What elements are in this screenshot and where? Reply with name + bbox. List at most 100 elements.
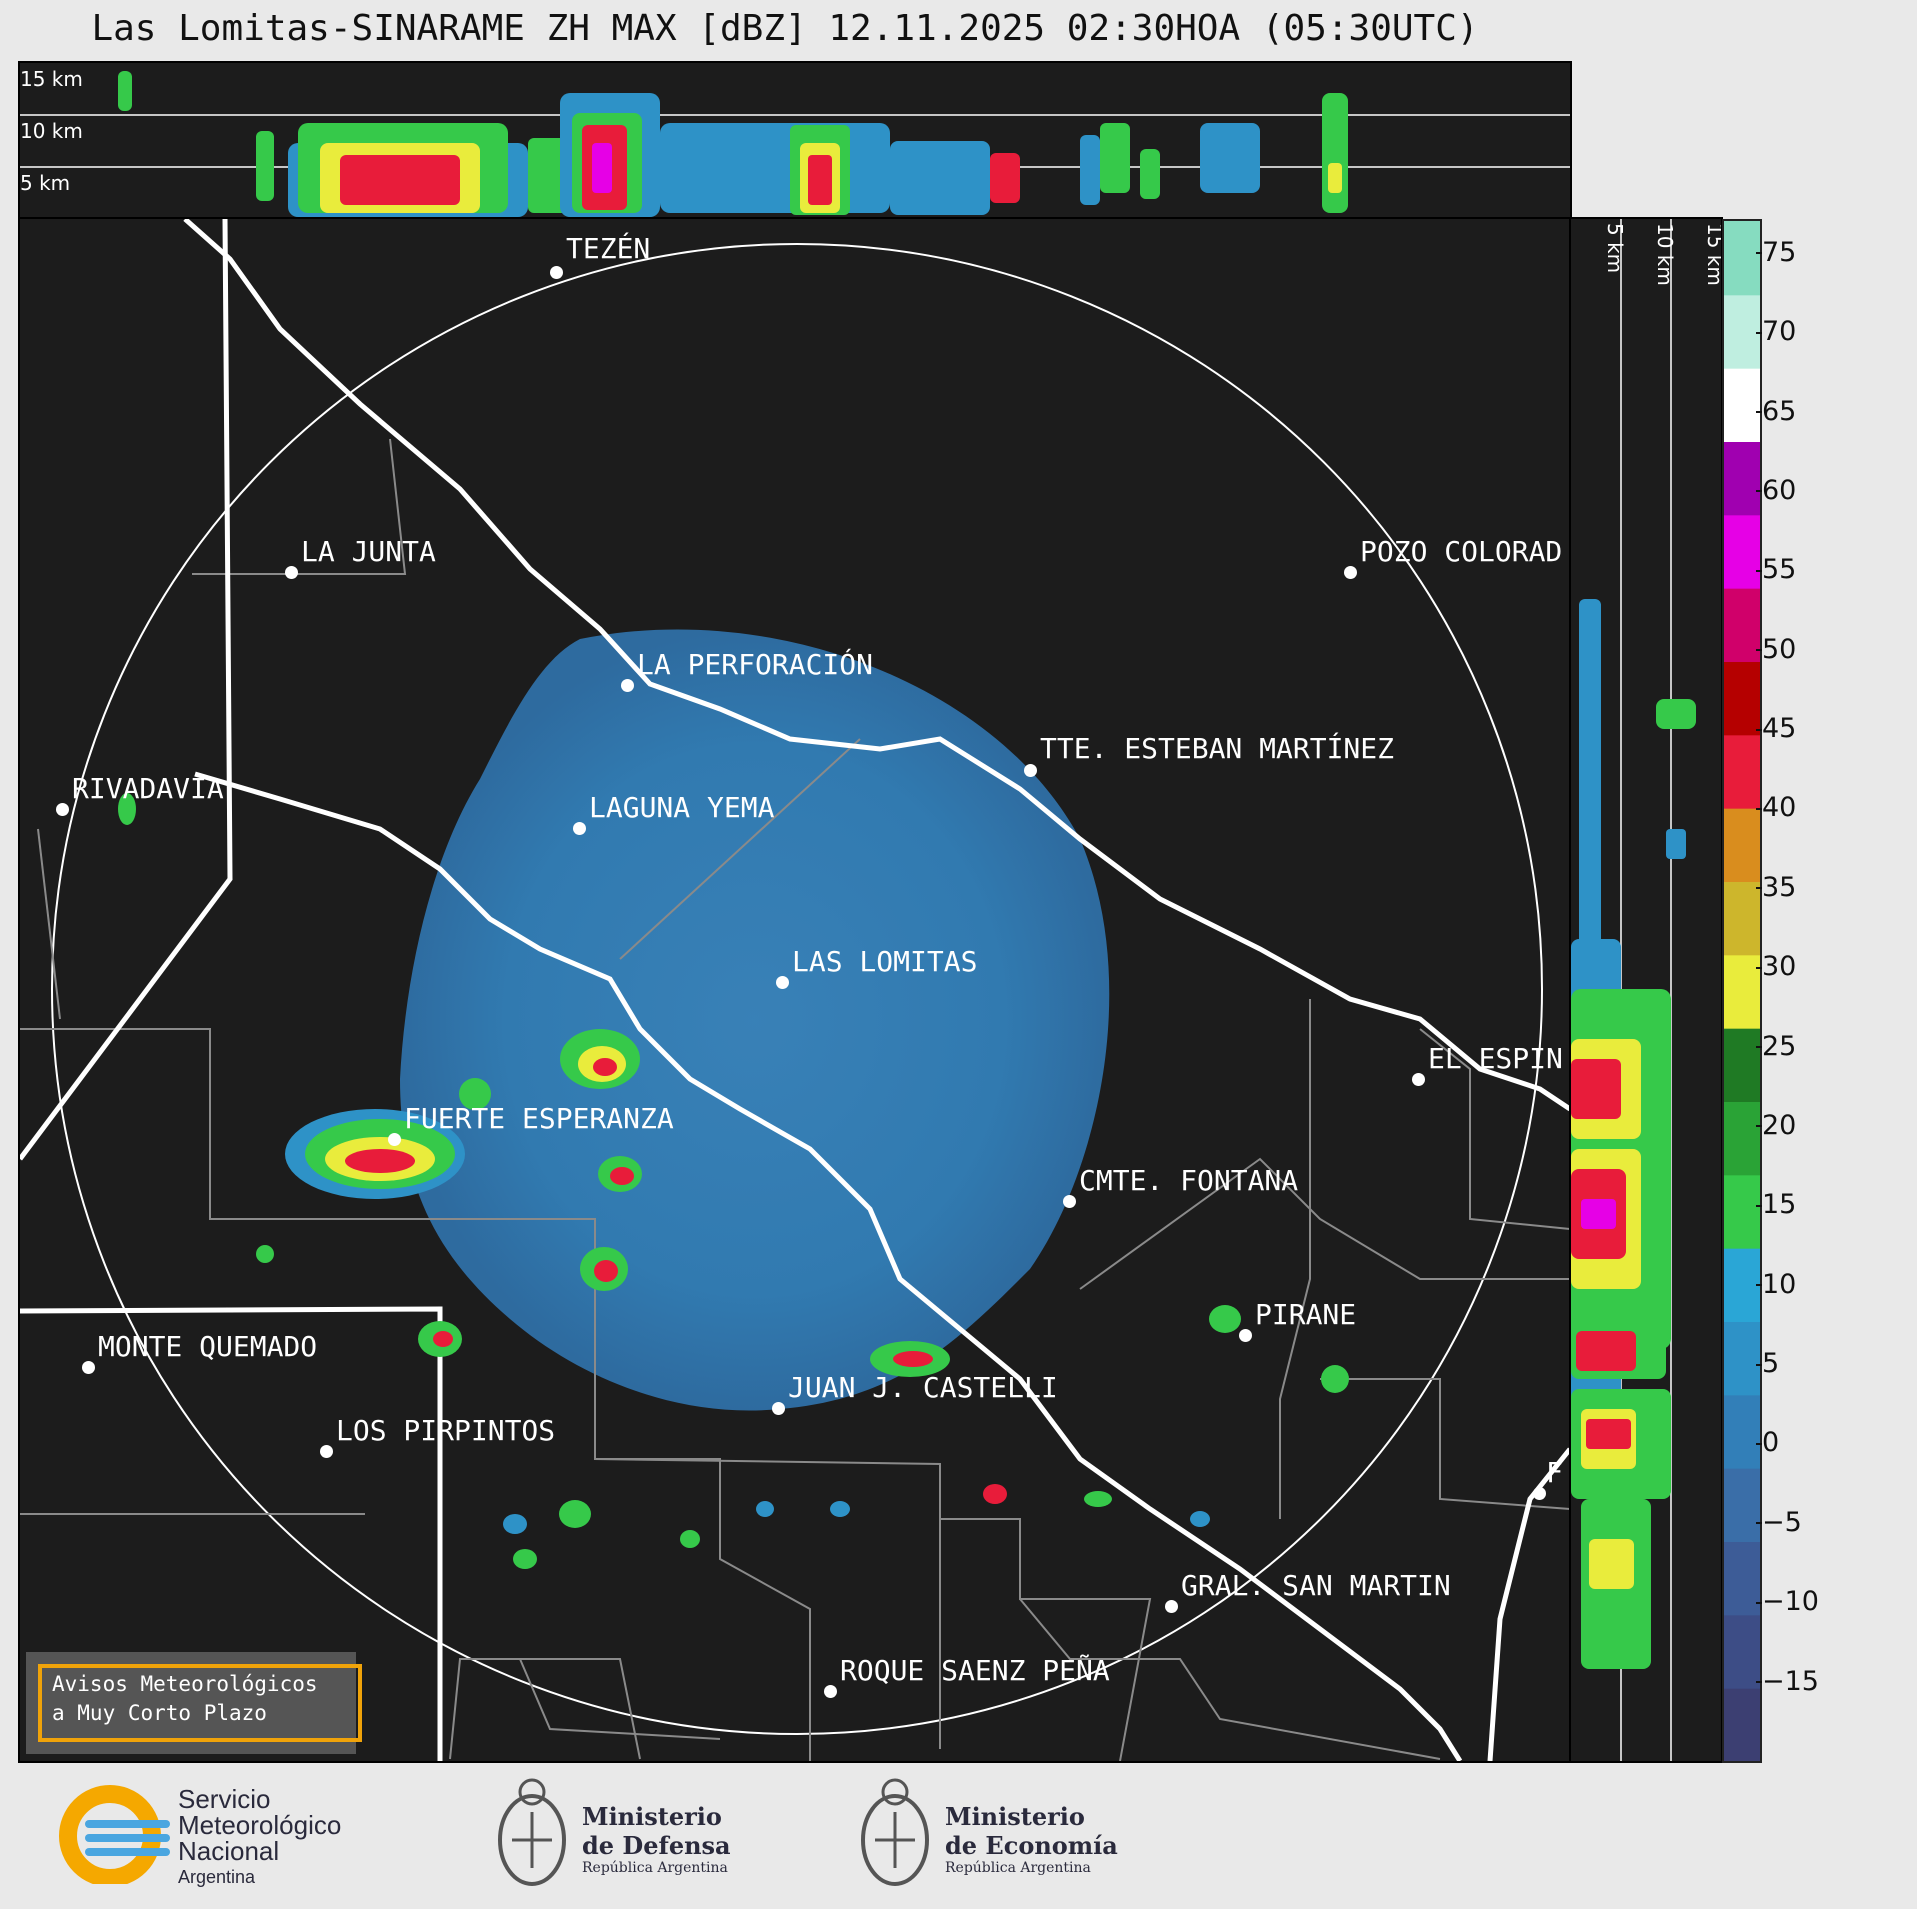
top-profile-svg [20, 71, 1570, 217]
colorbar-svg [1724, 221, 1760, 1762]
side-height-label-10km: 10 km [1653, 223, 1677, 286]
colorbar-segment [1724, 881, 1760, 956]
city-marker [1165, 1600, 1178, 1613]
warning-line-1: Avisos Meteorológicos [52, 1672, 318, 1696]
smn-name-line2: Meteorológico [178, 1810, 342, 1840]
smn-logo: Servicio Meteorológico Nacional Argentin… [55, 1784, 395, 1894]
city-marker [56, 803, 69, 816]
range-ring [51, 243, 1543, 1735]
colorbar-tick-label: −10 [1756, 1586, 1819, 1618]
city-marker [82, 1361, 95, 1374]
colorbar-tick-label: 75 [1755, 236, 1797, 268]
city-marker [1344, 566, 1357, 579]
colorbar-segment [1724, 1027, 1760, 1102]
city-marker [1063, 1195, 1076, 1208]
colorbar-segment [1724, 1467, 1760, 1542]
city-label-fuerte-esperanza: FUERTE ESPERANZA [404, 1102, 674, 1135]
smn-name-line1: Servicio [178, 1784, 271, 1814]
side-height-label-5km: 5 km [1603, 223, 1627, 274]
smn-name-line4: Argentina [178, 1867, 256, 1887]
defensa-seal-icon [498, 1778, 566, 1886]
colorbar-tick-label: 15 [1755, 1189, 1797, 1221]
side-profile-svg [1571, 219, 1696, 1761]
defensa-line3: República Argentina [582, 1860, 728, 1876]
colorbar-tick-label: −15 [1756, 1665, 1819, 1697]
city-label-los-pirpintos: LOS PIRPINTOS [336, 1414, 556, 1447]
city-marker [320, 1445, 333, 1458]
defensa-line1: Ministerio [582, 1802, 722, 1831]
colorbar-tick-label: 40 [1755, 792, 1797, 824]
city-marker [824, 1685, 837, 1698]
colorbar-segment [1724, 1101, 1760, 1176]
warning-box-inner[interactable]: Avisos Meteorológicos a Muy Corto Plazo [38, 1664, 362, 1742]
city-label-tezen: TEZÉN [566, 232, 651, 265]
colorbar-segment [1724, 514, 1760, 589]
colorbar-segment [1724, 1541, 1760, 1616]
colorbar-segment [1724, 807, 1760, 882]
city-label-pirane: PIRANE [1255, 1298, 1357, 1331]
warning-line-2: a Muy Corto Plazo [52, 1701, 267, 1725]
weak-echo-region [400, 629, 1110, 1411]
city-marker [776, 976, 789, 989]
top-profile-echoes [118, 71, 1348, 217]
colorbar-segment [1724, 954, 1760, 1029]
colorbar-segment [1724, 367, 1760, 442]
economia-logo: Ministerio de Economía República Argenti… [855, 1772, 1155, 1902]
smn-name-line3: Nacional [178, 1836, 280, 1866]
city-marker [1239, 1329, 1252, 1342]
side-height-profile-panel: 5 km 10 km 15 km [1569, 217, 1723, 1763]
radar-map-svg [20, 219, 1570, 1761]
colorbar-segment [1724, 1247, 1760, 1322]
colorbar-tick-label: 25 [1755, 1030, 1797, 1062]
city-label-rivadavia: RIVADAVIA [72, 772, 224, 805]
city-label-cmte-fontana: CMTE. FONTANA [1079, 1164, 1299, 1197]
smn-logo-icon [59, 1785, 170, 1887]
colorbar-tick-label: 45 [1755, 713, 1797, 745]
colorbar-tick-label: 35 [1755, 871, 1797, 903]
colorbar-segment [1724, 734, 1760, 809]
economia-line3: República Argentina [945, 1860, 1091, 1876]
city-label-juan-j-castelli: JUAN J. CASTELLI [788, 1371, 1058, 1404]
colorbar-segment [1724, 1687, 1760, 1762]
radar-map-panel: TEZÉN LA JUNTA POZO COLORAD LA PERFORACI… [18, 217, 1572, 1763]
defensa-logo: Ministerio de Defensa República Argentin… [492, 1772, 752, 1902]
colorbar-segment [1724, 661, 1760, 736]
city-marker [621, 679, 634, 692]
province-borders [20, 219, 1570, 1761]
city-marker [1412, 1073, 1425, 1086]
economia-seal-icon [861, 1778, 929, 1886]
side-profile-echoes [1571, 599, 1696, 1669]
colorbar-tick-label: 70 [1755, 316, 1797, 348]
convective-cells [118, 793, 1349, 1569]
colorbar-tick-label: 20 [1755, 1109, 1797, 1141]
dbz-colorbar [1722, 219, 1762, 1763]
colorbar-tick-label: 30 [1755, 951, 1797, 983]
colorbar-tick-label: 0 [1755, 1427, 1780, 1459]
city-label-pozo-colorado: POZO COLORAD [1360, 535, 1563, 568]
city-label-la-junta: LA JUNTA [301, 535, 436, 568]
city-label-el-espinillo: EL ESPIN [1428, 1042, 1563, 1075]
top-height-profile-panel: 15 km 10 km 5 km [18, 61, 1572, 219]
city-label-las-lomitas: LAS LOMITAS [792, 945, 978, 978]
city-label-la-perforacion: LA PERFORACIÓN [637, 648, 874, 681]
colorbar-tick-label: −5 [1756, 1506, 1802, 1538]
city-marker [285, 566, 298, 579]
colorbar-tick-label: 65 [1755, 395, 1797, 427]
colorbar-segment [1724, 441, 1760, 516]
city-label-monte-quemado: MONTE QUEMADO [98, 1330, 318, 1363]
side-height-label-15km: 15 km [1703, 223, 1723, 286]
defensa-line2: de Defensa [582, 1831, 731, 1860]
colorbar-tick-label: 5 [1755, 1348, 1780, 1380]
city-label-gral-san-martin: GRAL. SAN MARTIN [1181, 1569, 1451, 1602]
colorbar-tick-label: 50 [1755, 633, 1797, 665]
colorbar-segment [1724, 1394, 1760, 1469]
economia-line1: Ministerio [945, 1802, 1085, 1831]
city-marker [550, 266, 563, 279]
chart-title: Las Lomitas-SINARAME ZH MAX [dBZ] 12.11.… [91, 8, 1479, 49]
height-label-10km: 10 km [20, 119, 83, 143]
department-boundaries [20, 438, 1570, 1761]
colorbar-segment [1724, 587, 1760, 662]
city-marker [573, 822, 586, 835]
warning-box[interactable]: Avisos Meteorológicos a Muy Corto Plazo [26, 1652, 362, 1754]
height-label-5km: 5 km [20, 171, 71, 195]
